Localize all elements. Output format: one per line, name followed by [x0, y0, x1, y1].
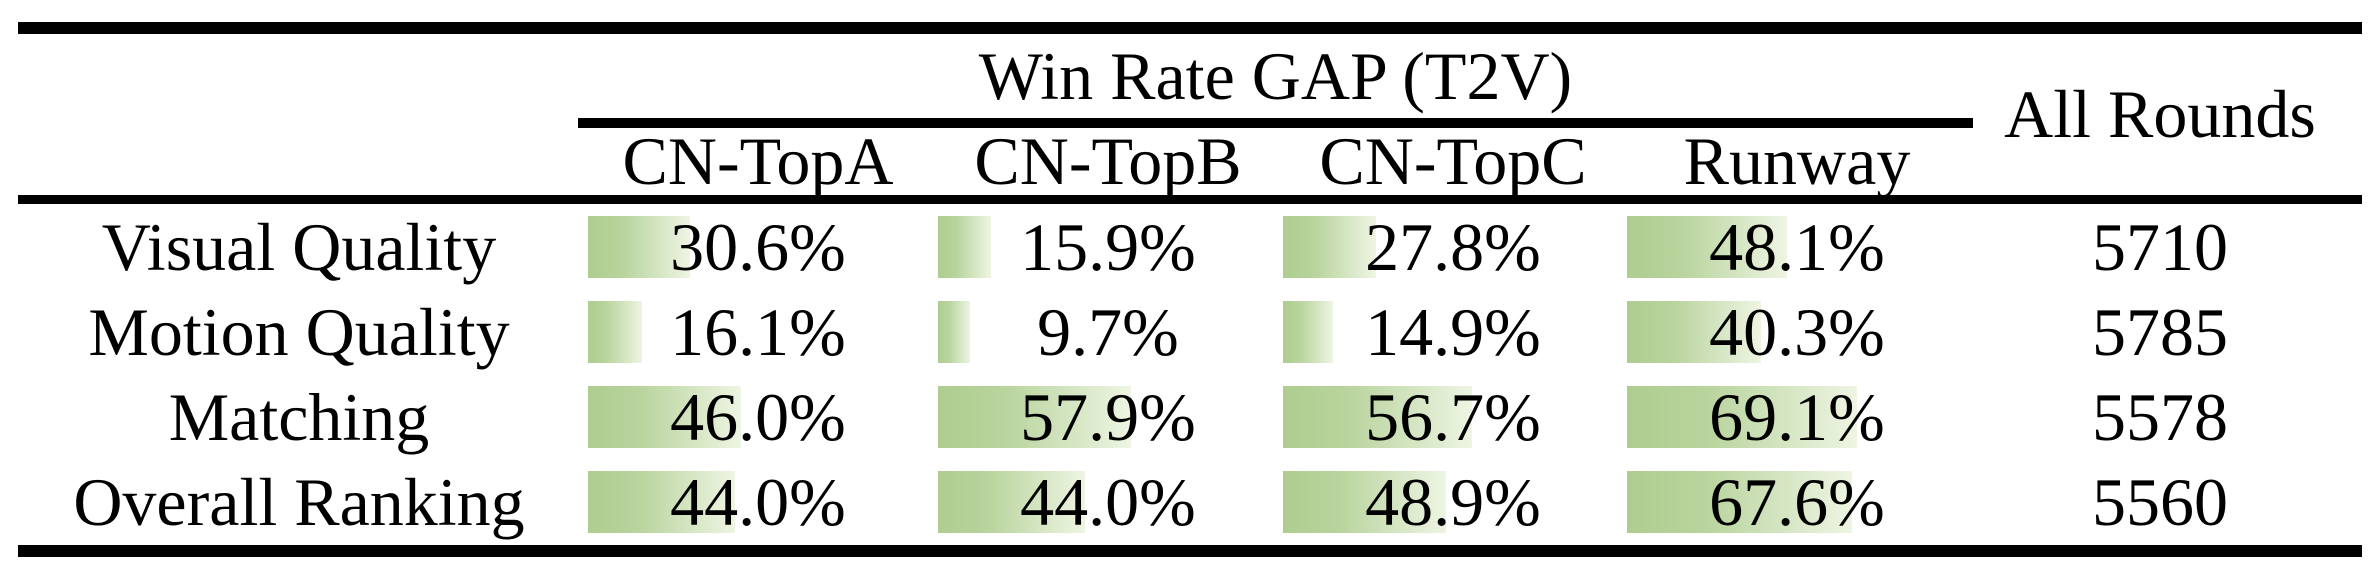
row-label: Visual Quality — [101, 208, 497, 285]
all-rounds-value: 5560 — [2092, 464, 2228, 541]
row-label: Motion Quality — [88, 293, 510, 370]
data-cell: 15.9% — [938, 204, 1278, 289]
percent-value: 56.7% — [1365, 379, 1541, 456]
table-row-matching: Matching 46.0% 57.9% 56.7% 69.1% 5578 — [0, 375, 2376, 460]
percent-value: 48.1% — [1709, 208, 1885, 285]
all-rounds-value: 5785 — [2092, 293, 2228, 370]
data-cell: 57.9% — [938, 375, 1278, 460]
column-header-cn-topb: CN-TopB — [974, 122, 1242, 199]
header-group-rule — [578, 118, 1973, 128]
data-bar — [938, 471, 1085, 534]
top-rule — [18, 22, 2362, 34]
data-bar — [1283, 215, 1376, 278]
percent-value: 9.7% — [1037, 293, 1179, 370]
all-rounds-value: 5578 — [2092, 379, 2228, 456]
table-title: Win Rate GAP (T2V) — [978, 38, 1573, 114]
data-bar — [588, 471, 735, 534]
data-cell: 40.3% — [1627, 289, 1967, 374]
data-cell: 16.1% — [588, 289, 928, 374]
percent-value: 46.0% — [670, 379, 846, 456]
data-bar — [938, 300, 970, 363]
column-header-cn-topa: CN-TopA — [622, 122, 894, 199]
percent-value: 40.3% — [1709, 293, 1885, 370]
percent-value: 48.9% — [1365, 464, 1541, 541]
data-cell: 14.9% — [1283, 289, 1623, 374]
column-header-all-rounds: All Rounds — [2004, 76, 2316, 152]
row-label: Matching — [168, 379, 430, 456]
row-label: Overall Ranking — [73, 464, 525, 541]
data-cell: 48.9% — [1283, 460, 1623, 545]
data-bar — [588, 215, 690, 278]
data-cell: 67.6% — [1627, 460, 1967, 545]
data-cell: 27.8% — [1283, 204, 1623, 289]
data-cell: 69.1% — [1627, 375, 1967, 460]
percent-value: 44.0% — [1020, 464, 1196, 541]
percent-value: 15.9% — [1020, 208, 1196, 285]
percent-value: 67.6% — [1709, 464, 1885, 541]
data-cell: 46.0% — [588, 375, 928, 460]
table-row-visual-quality: Visual Quality 30.6% 15.9% 27.8% 48.1% 5… — [0, 204, 2376, 289]
data-bar — [938, 215, 991, 278]
percent-value: 57.9% — [1020, 379, 1196, 456]
data-bar — [1627, 386, 1857, 449]
table-row-overall-ranking: Overall Ranking 44.0% 44.0% 48.9% 67.6% … — [0, 460, 2376, 545]
data-bar — [1627, 471, 1852, 534]
data-bar — [1283, 300, 1333, 363]
percent-value: 14.9% — [1365, 293, 1541, 370]
data-cell: 48.1% — [1627, 204, 1967, 289]
bottom-rule — [18, 545, 2362, 557]
data-bar — [588, 386, 741, 449]
table-body: Visual Quality 30.6% 15.9% 27.8% 48.1% 5… — [0, 204, 2376, 545]
percent-value: 44.0% — [670, 464, 846, 541]
column-header-cn-topc: CN-TopC — [1319, 122, 1587, 199]
data-cell: 9.7% — [938, 289, 1278, 374]
data-bar — [1283, 471, 1446, 534]
percent-value: 69.1% — [1709, 379, 1885, 456]
all-rounds-value: 5710 — [2092, 208, 2228, 285]
data-bar — [938, 386, 1131, 449]
data-bar — [1627, 215, 1787, 278]
data-cell: 30.6% — [588, 204, 928, 289]
percent-value: 27.8% — [1365, 208, 1541, 285]
data-cell: 44.0% — [938, 460, 1278, 545]
data-bar — [1283, 386, 1472, 449]
data-cell: 44.0% — [588, 460, 928, 545]
percent-value: 16.1% — [670, 293, 846, 370]
table-row-motion-quality: Motion Quality 16.1% 9.7% 14.9% 40.3% 57… — [0, 289, 2376, 374]
data-cell: 56.7% — [1283, 375, 1623, 460]
header-body-rule — [18, 195, 2362, 204]
data-bar — [588, 300, 642, 363]
data-bar — [1627, 300, 1761, 363]
column-header-runway: Runway — [1683, 122, 1911, 199]
percent-value: 30.6% — [670, 208, 846, 285]
